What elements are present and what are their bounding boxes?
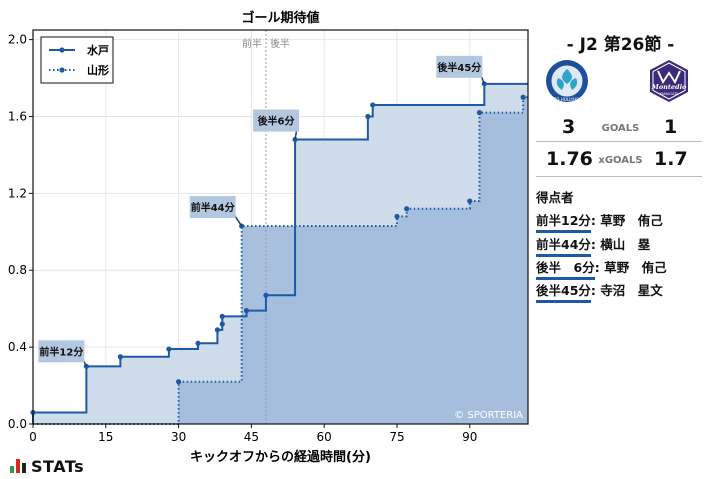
home-point bbox=[263, 292, 269, 298]
away-point bbox=[175, 379, 182, 385]
scorer-time: 前半12分 bbox=[536, 210, 591, 233]
annotation-label: 前半44分 bbox=[191, 201, 235, 214]
scorer-item: 前半12分: 草野 侑己 bbox=[536, 210, 663, 233]
scorer-time: 後半45分 bbox=[536, 280, 591, 303]
scorer-name: 横山 塁 bbox=[600, 237, 651, 252]
y-tick-label: 0.8 bbox=[8, 263, 27, 277]
bar-chart-icon bbox=[10, 459, 28, 473]
stats-logo: STATs bbox=[10, 457, 84, 476]
annotation-box bbox=[38, 340, 85, 363]
annotation-label: 前半12分 bbox=[39, 345, 83, 358]
scorer-time: 前半44分 bbox=[536, 234, 591, 257]
annotation-box bbox=[189, 196, 236, 219]
plot-frame bbox=[32, 29, 529, 425]
home-xg: 1.76 bbox=[546, 148, 593, 170]
annotation-label: 後半6分 bbox=[258, 115, 295, 128]
xg-chart: 前半 後半 0 15 30 45 60 75 90 0.0 0.4 0.8 1.2 1.6 2.0 ゴール期待… bbox=[8, 10, 529, 465]
away-xg: 1.7 bbox=[654, 148, 688, 170]
scorer-name: 寺沼 星文 bbox=[600, 283, 663, 298]
x-tick-label: 60 bbox=[317, 430, 332, 444]
xgoals-row: 1.76 xGOALS 1.7 bbox=[534, 148, 707, 174]
scorer-item: 後半 6分: 草野 侑己 bbox=[536, 257, 667, 280]
y-tick-label: 1.2 bbox=[8, 186, 27, 200]
scorer-time: 後半 6分 bbox=[536, 257, 595, 280]
svg-text:MITO HOLLYHOCK: MITO HOLLYHOCK bbox=[549, 97, 585, 102]
home-team-logo: MITO HOLLYHOCK bbox=[544, 58, 590, 104]
home-point bbox=[166, 346, 172, 352]
first-half-label: 前半 bbox=[242, 37, 262, 50]
x-tick-label: 15 bbox=[98, 430, 113, 444]
away-point bbox=[520, 94, 526, 100]
away-point bbox=[394, 213, 400, 220]
x-axis-label: キックオフからの経過時間(分) bbox=[190, 449, 371, 465]
y-tick-label: 1.6 bbox=[8, 109, 27, 123]
x-tick-label: 30 bbox=[171, 430, 186, 444]
goals-row: 3 GOALS 1 bbox=[534, 116, 707, 142]
watermark: © SPORTERIA bbox=[454, 410, 523, 421]
home-point bbox=[370, 102, 376, 108]
svg-text:YAMAGATA: YAMAGATA bbox=[660, 92, 679, 96]
away-goals: 1 bbox=[664, 116, 678, 138]
away-team-logo: Montedio YAMAGATA bbox=[646, 58, 692, 104]
x-tick-label: 90 bbox=[462, 430, 477, 444]
separator bbox=[536, 176, 702, 177]
scorers-heading: 得点者 bbox=[536, 190, 574, 205]
annotation-label: 後半45分 bbox=[437, 61, 481, 74]
away-point bbox=[404, 206, 410, 212]
away-point bbox=[476, 110, 483, 116]
home-point bbox=[195, 340, 201, 346]
annotation-box bbox=[253, 109, 300, 132]
legend-box bbox=[40, 36, 114, 84]
xgoals-label: xGOALS bbox=[598, 155, 643, 166]
series-line-away bbox=[33, 96, 528, 425]
away-point bbox=[467, 198, 473, 204]
x-tick-label: 0 bbox=[29, 430, 37, 444]
brand-name: STATs bbox=[31, 457, 85, 476]
y-tick-label: 0.0 bbox=[8, 417, 27, 431]
scorer-item: 後半45分: 寺沼 星文 bbox=[536, 280, 663, 303]
x-tick-label: 75 bbox=[389, 430, 404, 444]
separator bbox=[536, 141, 702, 142]
home-point bbox=[219, 321, 225, 327]
chart-title: ゴール期待値 bbox=[241, 10, 319, 26]
scorer-name: 草野 侑己 bbox=[600, 213, 663, 228]
second-half-label: 後半 bbox=[270, 37, 290, 50]
scorer-name: 草野 侑己 bbox=[604, 260, 667, 275]
legend-marker-home bbox=[59, 47, 65, 53]
home-goals: 3 bbox=[562, 116, 576, 138]
y-tick-label: 0.4 bbox=[8, 340, 27, 354]
goals-label: GOALS bbox=[601, 123, 640, 134]
away-area bbox=[33, 97, 528, 424]
home-point bbox=[365, 113, 371, 120]
annotation-box bbox=[436, 55, 483, 78]
home-point bbox=[117, 354, 123, 360]
legend-label-home: 水戸 bbox=[87, 43, 109, 57]
legend-marker-away bbox=[59, 67, 65, 73]
legend-label-away: 山形 bbox=[87, 63, 109, 77]
svg-text:Montedio: Montedio bbox=[651, 83, 687, 91]
home-point bbox=[243, 308, 250, 314]
y-tick-label: 2.0 bbox=[8, 33, 27, 47]
home-point bbox=[214, 327, 221, 333]
scorer-item: 前半44分: 横山 塁 bbox=[536, 234, 650, 257]
x-tick-label: 45 bbox=[244, 430, 259, 444]
match-panel: - J2 第26節 - MITO HOLLYHOCK Montedio YAMA… bbox=[534, 0, 707, 479]
home-point bbox=[219, 313, 225, 319]
match-title: - J2 第26節 - bbox=[566, 35, 675, 55]
